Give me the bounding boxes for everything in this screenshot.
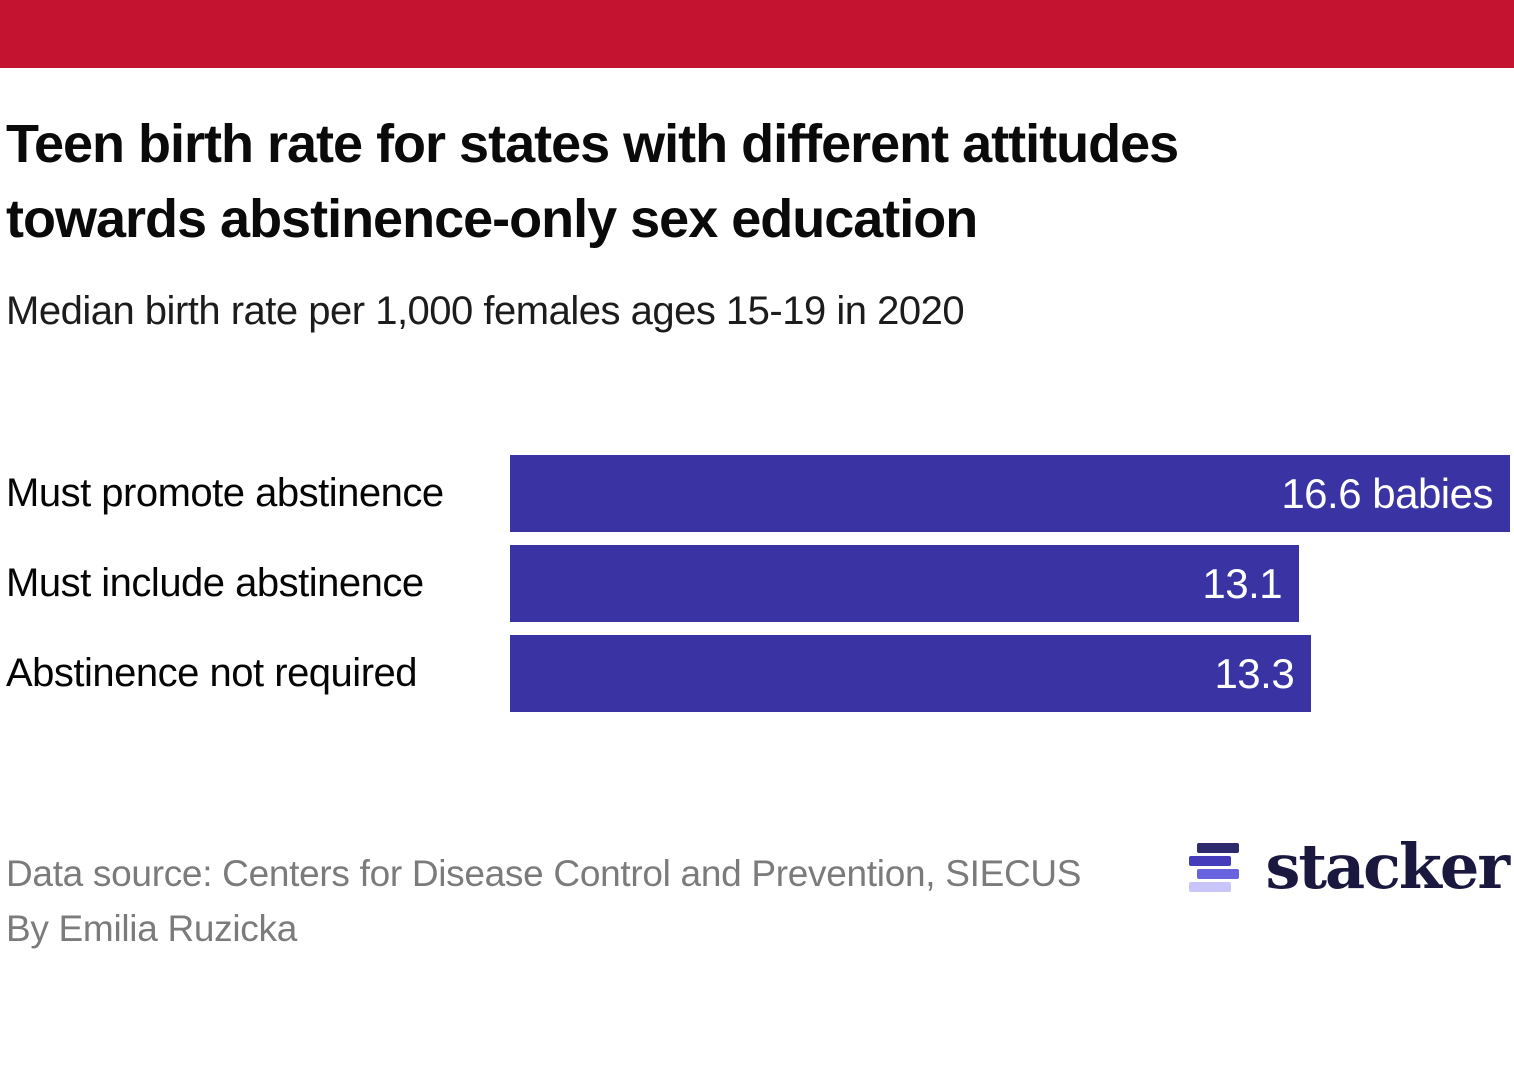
- bar-value-label: 16.6 babies: [1281, 469, 1493, 517]
- stacker-logo-icon-bar: [1189, 855, 1232, 866]
- data-source-text: Data source: Centers for Disease Control…: [6, 853, 1082, 894]
- byline-text: By Emilia Ruzicka: [6, 908, 297, 949]
- stacker-logo-icon: [1189, 842, 1240, 892]
- chart-title: Teen birth rate for states with differen…: [6, 107, 1426, 257]
- stacker-logo: stacker: [1189, 830, 1510, 903]
- stacker-logo-icon-bar: [1197, 868, 1240, 879]
- bar: 13.1: [510, 545, 1300, 622]
- stacker-logo-icon-bar: [1189, 881, 1232, 892]
- bar-track: 16.6 babies: [510, 455, 1510, 532]
- chart-row: Abstinence not required 13.3: [6, 635, 1510, 712]
- top-accent-bar: [0, 0, 1514, 68]
- chart-row: Must promote abstinence 16.6 babies: [6, 455, 1510, 532]
- bar-track: 13.1: [510, 545, 1510, 622]
- bar-value-label: 13.3: [1214, 649, 1295, 697]
- chart-title-line-2: towards abstinence-only sex education: [6, 189, 978, 249]
- bar-track: 13.3: [510, 635, 1510, 712]
- stacker-logo-icon-bar: [1197, 842, 1240, 853]
- category-label: Must promote abstinence: [6, 471, 444, 515]
- category-label: Abstinence not required: [6, 651, 418, 695]
- category-label: Must include abstinence: [6, 561, 424, 605]
- bar: 16.6 babies: [510, 455, 1510, 532]
- chart-subtitle: Median birth rate per 1,000 females ages…: [6, 289, 965, 333]
- footer: Data source: Centers for Disease Control…: [6, 846, 1106, 956]
- bar-value-label: 13.1: [1202, 559, 1283, 607]
- bar: 13.3: [510, 635, 1312, 712]
- bar-chart: Must promote abstinence 16.6 babies Must i…: [6, 455, 1510, 712]
- stacker-wordmark: stacker: [1265, 830, 1510, 903]
- chart-title-line-1: Teen birth rate for states with differen…: [6, 114, 1179, 174]
- chart-row: Must include abstinence 13.1: [6, 545, 1510, 622]
